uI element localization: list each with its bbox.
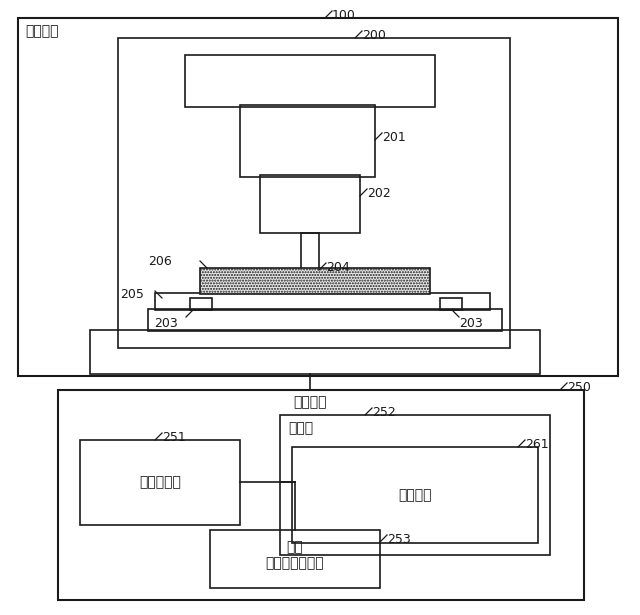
Bar: [210, 530, 380, 588]
Text: 202: 202: [367, 187, 391, 200]
Text: 接続
インタフェース: 接続 インタフェース: [266, 540, 324, 570]
Text: 203: 203: [154, 317, 178, 330]
Text: 100: 100: [332, 9, 356, 22]
Text: 206: 206: [148, 255, 172, 268]
Bar: [148, 309, 502, 331]
Text: プロセッサ: プロセッサ: [139, 475, 181, 489]
Bar: [80, 440, 240, 525]
Text: 253: 253: [387, 533, 411, 546]
Text: 203: 203: [459, 317, 483, 330]
Text: 200: 200: [362, 29, 386, 42]
Bar: [240, 105, 375, 177]
Bar: [155, 293, 490, 310]
Text: 252: 252: [372, 406, 396, 419]
Text: 制御装置: 制御装置: [293, 395, 327, 409]
Bar: [292, 447, 538, 543]
Text: 205: 205: [120, 288, 144, 301]
Bar: [18, 18, 618, 376]
Bar: [118, 38, 510, 348]
Bar: [440, 298, 462, 310]
Text: 204: 204: [326, 261, 349, 274]
Text: 201: 201: [382, 131, 406, 144]
Bar: [260, 175, 360, 233]
Bar: [200, 268, 430, 294]
Bar: [58, 390, 584, 600]
Text: 251: 251: [162, 431, 186, 444]
Text: メモリ: メモリ: [288, 421, 313, 435]
Text: 工作機械: 工作機械: [25, 24, 58, 38]
Bar: [90, 330, 540, 374]
Bar: [301, 233, 319, 281]
Text: 250: 250: [567, 381, 591, 394]
Text: 制御情報: 制御情報: [398, 488, 432, 502]
Bar: [185, 55, 435, 107]
Bar: [190, 298, 212, 310]
Bar: [280, 415, 550, 555]
Text: 261: 261: [525, 438, 548, 451]
